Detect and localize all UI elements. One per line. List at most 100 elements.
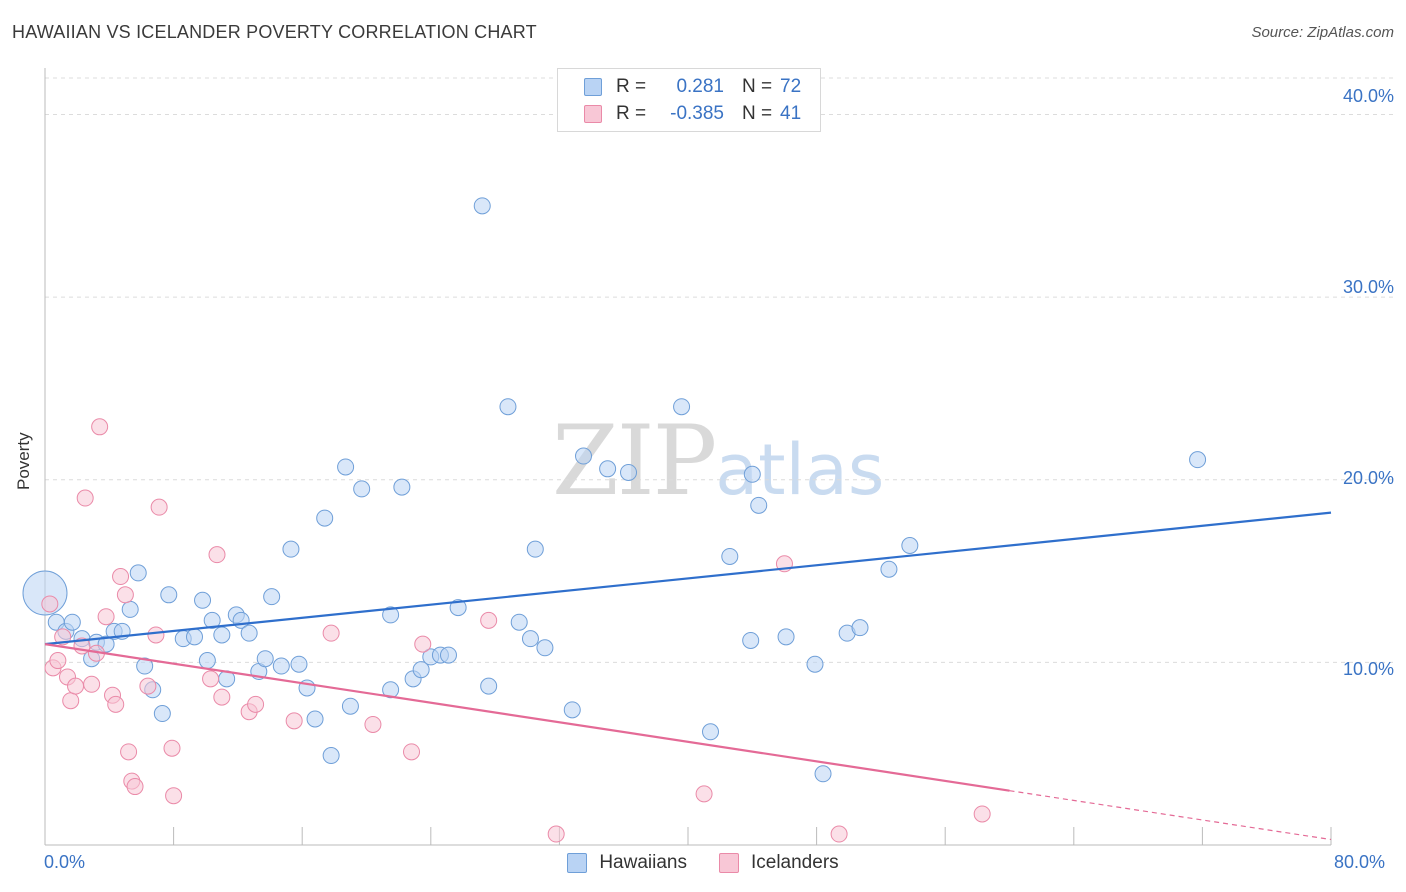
hawaiians-point [901, 537, 919, 555]
hawaiians-point [480, 677, 498, 695]
hawaiians-point [575, 447, 593, 465]
icelanders-point [202, 670, 220, 688]
hawaiians-point [526, 540, 544, 558]
hawaiians-point [353, 480, 371, 498]
hawaiians-point [198, 652, 216, 670]
bottom-legend-label: Icelanders [750, 852, 839, 873]
y-tick-label-40: 40.0% [1342, 86, 1394, 106]
hawaiians-point [851, 619, 869, 637]
hawaiians-point [743, 465, 761, 483]
hawaiians-point [814, 765, 832, 783]
hawaiians-point [750, 496, 768, 514]
hawaiians-point [393, 478, 411, 496]
icelanders-point [208, 546, 226, 564]
icelanders-point [285, 712, 303, 730]
icelanders-point [41, 595, 59, 613]
legend-r-value: 0.281 [676, 76, 724, 97]
hawaiians-swatch [567, 853, 588, 873]
icelanders-swatch [584, 105, 602, 123]
icelanders-point [76, 489, 94, 507]
hawaiians-point [1189, 451, 1207, 469]
hawaiians-point [510, 613, 528, 631]
watermark-atlas: atlas [715, 429, 885, 511]
icelanders-point [62, 692, 80, 710]
icelanders-point [480, 611, 498, 629]
icelanders-point [247, 695, 265, 713]
hawaiians-point [290, 655, 308, 673]
hawaiians-point [536, 639, 554, 657]
hawaiians-point [316, 509, 334, 527]
icelanders-point [116, 586, 134, 604]
hawaiians-point [449, 599, 467, 617]
hawaiians-point [121, 600, 139, 618]
x-tick-label-max: 80.0% [1334, 852, 1386, 872]
bottom-legend-icelanders: Icelanders [718, 852, 839, 874]
bottom-legend-label: Hawaiians [599, 852, 687, 873]
hawaiians-point [620, 463, 638, 481]
hawaiians-point [499, 398, 517, 416]
icelanders-point [139, 677, 157, 695]
hawaiians-point [721, 547, 739, 565]
y-tick-label-20: 20.0% [1342, 468, 1394, 488]
hawaiians-point [153, 705, 171, 723]
legend-n-label: N = [742, 103, 773, 124]
hawaiians-point [439, 646, 457, 664]
hawaiians-point [777, 628, 795, 646]
icelanders-point [49, 652, 67, 670]
icelanders-point [126, 778, 144, 796]
legend-row-hawaiians: R = 0.281 N = 72 [584, 75, 801, 99]
hawaiians-point [136, 657, 154, 675]
hawaiians-point [282, 540, 300, 558]
hawaiians-point [256, 650, 274, 668]
icelanders-point [107, 695, 125, 713]
hawaiians-point [382, 681, 400, 699]
legend-r-label: R = [616, 76, 647, 97]
hawaiians-point [263, 588, 281, 606]
icelanders-point [547, 825, 565, 843]
hawaiians-point [194, 591, 212, 609]
bottom-legend-hawaiians: Hawaiians [567, 852, 687, 874]
hawaiians-point [203, 611, 221, 629]
icelanders-point [213, 688, 231, 706]
y-tick-label-10: 10.0% [1342, 659, 1394, 679]
icelanders-point [120, 743, 138, 761]
icelanders-point [830, 825, 848, 843]
hawaiians-point [702, 723, 720, 741]
icelanders-point [147, 626, 165, 644]
hawaiians-point [272, 657, 290, 675]
icelanders-point [97, 608, 115, 626]
y-axis-label: Poverty [14, 432, 33, 490]
hawaiians-point [240, 624, 258, 642]
icelanders-point [695, 785, 713, 803]
hawaiians-point [185, 628, 203, 646]
y-tick-label-30: 30.0% [1342, 277, 1394, 297]
icelanders-trendline-extension [1009, 790, 1332, 841]
legend-row-icelanders: R = -0.385 N = 41 [584, 102, 801, 126]
icelanders-point [973, 805, 991, 823]
hawaiians-point [521, 630, 539, 648]
icelanders-swatch [718, 853, 739, 873]
hawaiians-point [306, 710, 324, 728]
hawaiians-point [880, 560, 898, 578]
icelanders-point [163, 739, 181, 757]
icelanders-point [165, 787, 183, 805]
hawaiians-point [806, 655, 824, 673]
icelanders-point [364, 715, 382, 733]
hawaiians-point [341, 697, 359, 715]
icelanders-point [67, 677, 85, 695]
hawaiians-point [63, 613, 81, 631]
hawaiians-point [129, 564, 147, 582]
hawaiians-point [382, 606, 400, 624]
icelanders-point [112, 568, 130, 586]
legend-n-label: N = [742, 76, 773, 97]
legend-n-value: 72 [780, 76, 802, 97]
hawaiians-point [563, 701, 581, 719]
icelanders-point [83, 675, 101, 693]
icelanders-point [414, 635, 432, 653]
icelanders-point [91, 418, 109, 436]
icelanders-point [403, 743, 421, 761]
hawaiians-point [473, 197, 491, 215]
legend-n-value: 41 [780, 103, 802, 124]
icelanders-point [150, 498, 168, 516]
hawaiians-point [412, 661, 430, 679]
